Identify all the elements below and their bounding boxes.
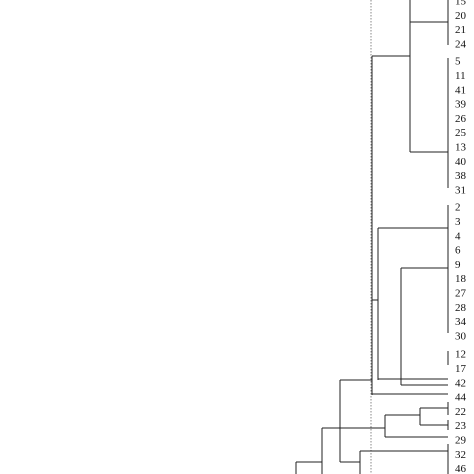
leaf-label: 28: [455, 302, 467, 314]
leaf-label: 17: [455, 363, 467, 375]
leaf-label: 21: [455, 24, 466, 36]
leaf-label: 31: [455, 184, 466, 196]
leaf-label: 39: [455, 99, 467, 111]
leaf-label: 23: [455, 420, 467, 432]
leaf-label: 29: [455, 435, 467, 447]
leaf-label: 42: [455, 377, 466, 389]
leaf-label: 30: [455, 330, 467, 342]
leaf-label: 25: [455, 127, 467, 139]
leaf-label: 41: [455, 84, 466, 96]
leaf-label: 15: [455, 0, 467, 8]
leaf-label: 20: [455, 10, 467, 22]
leaf-label: 13: [455, 142, 467, 154]
leaf-label: 24: [455, 38, 467, 50]
leaf-label: 6: [455, 245, 461, 257]
leaf-label: 34: [455, 316, 467, 328]
leaf-label: 46: [455, 463, 467, 474]
leaf-label: 18: [455, 273, 467, 285]
leaf-labels: 1520212451141392625134038312346918272834…: [455, 0, 467, 474]
leaf-label: 40: [455, 156, 467, 168]
leaf-label: 11: [455, 70, 466, 82]
leaf-label: 3: [455, 216, 461, 228]
tree-branches: [295, 0, 449, 474]
leaf-label: 4: [455, 230, 461, 242]
leaf-label: 2: [455, 202, 461, 214]
branch: [295, 0, 449, 474]
leaf-label: 44: [455, 392, 467, 404]
leaf-label: 27: [455, 288, 467, 300]
leaf-label: 5: [455, 56, 461, 68]
leaf-label: 9: [455, 259, 461, 271]
leaf-label: 22: [455, 406, 466, 418]
leaf-label: 38: [455, 170, 467, 182]
leaf-label: 26: [455, 113, 467, 125]
leaf-label: 12: [455, 349, 466, 361]
leaf-label: 32: [455, 449, 466, 461]
